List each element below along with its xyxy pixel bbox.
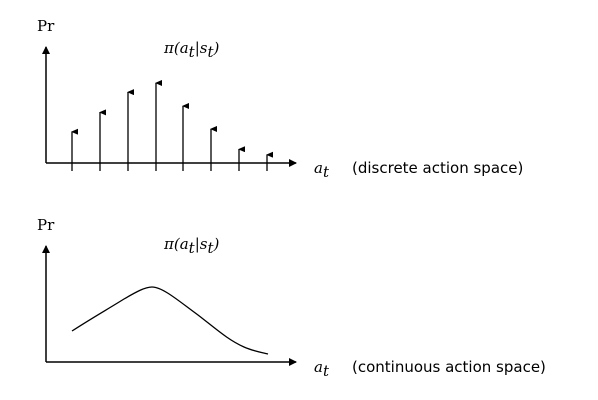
- top-policy-label: π(at|st): [163, 39, 219, 61]
- bottom-policy-label: π(at|st): [163, 235, 219, 257]
- top-policy-label-sub-s: t: [207, 43, 214, 61]
- bottom-policy-label-pi: π(a: [163, 235, 189, 253]
- bottom-caption: (continuous action space): [352, 358, 546, 376]
- bottom-policy-label-mid: |s: [195, 235, 208, 253]
- top-x-ticks: [71, 163, 268, 171]
- top-caption: (discrete action space): [352, 159, 523, 177]
- top-policy-label-pi: π(a: [163, 39, 189, 57]
- discrete-policy-panel: Pr π(at|st) at (discrete action space): [37, 17, 523, 181]
- continuous-distribution-curve: [71, 286, 269, 355]
- bottom-policy-label-sub-a: t: [189, 239, 196, 257]
- top-policy-label-close: ): [212, 39, 219, 57]
- top-policy-label-mid: |s: [195, 39, 208, 57]
- bottom-y-axis-label: Pr: [37, 216, 55, 234]
- bottom-x-axis-label: at: [314, 358, 330, 380]
- bottom-policy-label-sub-s: t: [207, 239, 214, 257]
- top-x-axis-label-sub: t: [323, 163, 330, 181]
- top-y-axis-label: Pr: [37, 17, 55, 35]
- bottom-x-axis-label-sub: t: [323, 362, 330, 380]
- discrete-probability-stems: [71, 79, 273, 163]
- bottom-policy-label-close: ): [212, 235, 219, 253]
- top-x-axis-label-a: a: [314, 159, 323, 177]
- continuous-policy-panel: Pr π(at|st) at (continuous action space): [37, 216, 546, 380]
- top-policy-label-sub-a: t: [189, 43, 196, 61]
- bottom-x-axis-label-a: a: [314, 358, 323, 376]
- top-x-axis-label: at: [314, 159, 330, 181]
